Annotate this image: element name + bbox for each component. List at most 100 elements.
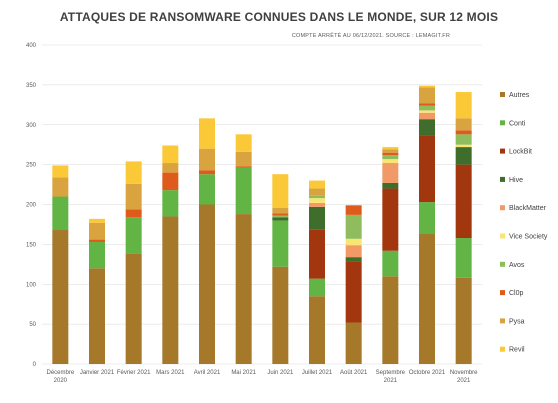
bar-autres-6 [272, 266, 289, 364]
bar-conti-9 [382, 250, 399, 277]
bar-stack-5 [235, 134, 252, 364]
bar-revil-11 [455, 92, 472, 119]
legend-item-blackmatter: BlackMatter [500, 205, 547, 212]
bar-cl0p-5 [235, 166, 252, 168]
bar-autres-8 [345, 322, 362, 364]
legend-item-revil: Revil [500, 346, 525, 354]
y-tick-label-400: 400 [26, 43, 37, 49]
bar-pysa-4 [199, 148, 215, 171]
y-tick-label-150: 150 [26, 242, 37, 248]
bar-layer [52, 85, 472, 364]
legend-label-hive: Hive [509, 177, 523, 184]
legend-swatch-conti [500, 120, 505, 126]
bar-pysa-11 [455, 118, 472, 131]
x-tick-label-0: Décembre 2020 [46, 370, 74, 384]
legend-item-cl0p: Cl0p [500, 290, 524, 297]
bar-pysa-9 [382, 149, 399, 153]
bar-blackmatter-8 [345, 245, 362, 258]
bar-conti-0 [52, 196, 69, 231]
x-tick-label-1: Janvier 2021 [80, 370, 115, 376]
bar-pysa-1 [89, 222, 105, 240]
bar-cl0p-4 [199, 170, 215, 175]
y-tick-label-350: 350 [26, 83, 37, 89]
bar-revil-6 [272, 174, 289, 208]
bar-avos-6 [272, 215, 289, 218]
bar-pysa-10 [419, 87, 435, 104]
bar-revil-2 [125, 161, 142, 184]
bar-lockbit-8 [345, 261, 362, 323]
bar-conti-4 [199, 174, 215, 205]
x-tick-label-6: Juin 2021 [267, 370, 294, 376]
x-axis-ticks: Décembre 2020 Janvier 2021 Février 2021 Mars… [46, 370, 478, 384]
bar-blackmatter-9 [382, 163, 399, 183]
bar-stack-8 [345, 205, 362, 364]
bar-pysa-0 [52, 177, 69, 197]
bar-avos-8 [345, 214, 362, 239]
legend-label-blackmatter: BlackMatter [509, 205, 547, 212]
bar-revil-0 [52, 165, 69, 178]
bar-stack-4 [199, 118, 215, 364]
x-tick-label-10: Octobre 2021 [409, 370, 446, 376]
bar-lockbit-9 [382, 188, 399, 251]
x-tick-label-5: Mai 2021 [231, 370, 256, 376]
bar-blackmatter-7 [309, 202, 325, 207]
x-tick-label-11: Novembre 2021 [450, 370, 478, 384]
legend-label-revil: Revil [509, 347, 525, 354]
bar-pysa-6 [272, 207, 289, 214]
legend-item-pysa: Pysa [500, 318, 525, 325]
bar-hive-6 [272, 217, 289, 221]
bar-avos-10 [419, 105, 435, 111]
legend-item-hive: Hive [500, 176, 523, 184]
bar-avos-7 [309, 195, 325, 199]
bar-stack-7 [309, 180, 325, 364]
y-tick-label-200: 200 [26, 203, 37, 209]
legend-swatch-revil [500, 346, 505, 352]
bar-hive-9 [382, 182, 399, 189]
legend-swatch-pysa [500, 318, 505, 324]
bar-revil-10 [419, 85, 435, 88]
x-tick-label-8: Août 2021 [340, 370, 368, 376]
legend-label-lockbit: LockBit [509, 149, 532, 156]
chart-subtitle: COMPTE ARRÊTÉ AU 06/12/2021. SOURCE : LE… [291, 33, 450, 39]
y-tick-label-300: 300 [26, 123, 37, 129]
legend-item-avos: Avos [500, 261, 525, 269]
bar-cl0p-2 [125, 209, 142, 218]
legend-label-avos: Avos [509, 262, 525, 269]
legend-label-cl0p: Cl0p [509, 290, 524, 297]
chart-title: ATTAQUES DE RANSOMWARE CONNUES DANS LE M… [59, 10, 499, 24]
bar-autres-3 [162, 216, 179, 364]
bar-autres-4 [199, 204, 215, 364]
bar-vice-society-8 [345, 238, 362, 246]
legend-item-autres: Autres [500, 92, 530, 99]
bar-conti-7 [309, 278, 325, 297]
legend-item-conti: Conti [500, 120, 526, 127]
bar-conti-2 [125, 217, 142, 254]
bar-cl0p-3 [162, 172, 179, 191]
bar-autres-1 [89, 268, 105, 364]
bar-pysa-5 [235, 151, 252, 167]
bar-vice-society-9 [382, 159, 399, 164]
bar-cl0p-6 [272, 213, 289, 216]
bar-stack-0 [52, 165, 69, 364]
bar-blackmatter-10 [419, 112, 435, 120]
bar-autres-5 [235, 214, 252, 364]
bar-conti-5 [235, 167, 252, 215]
bar-pysa-3 [162, 163, 179, 173]
bar-revil-3 [162, 145, 179, 164]
legend-swatch-cl0p [500, 290, 505, 296]
bar-hive-10 [419, 119, 435, 136]
bar-stack-11 [455, 92, 472, 364]
bar-autres-11 [455, 277, 472, 364]
bar-conti-10 [419, 202, 435, 235]
bar-stack-2 [125, 161, 142, 364]
bar-lockbit-11 [455, 164, 472, 238]
bar-stack-6 [272, 174, 289, 364]
legend: Autres Conti LockBit Hive BlackMatter Vice So… [500, 92, 548, 354]
legend-swatch-avos [500, 261, 505, 267]
bar-cl0p-1 [89, 239, 105, 242]
bar-vice-society-11 [455, 144, 472, 148]
bar-cl0p-10 [419, 103, 435, 106]
bar-lockbit-10 [419, 135, 435, 203]
